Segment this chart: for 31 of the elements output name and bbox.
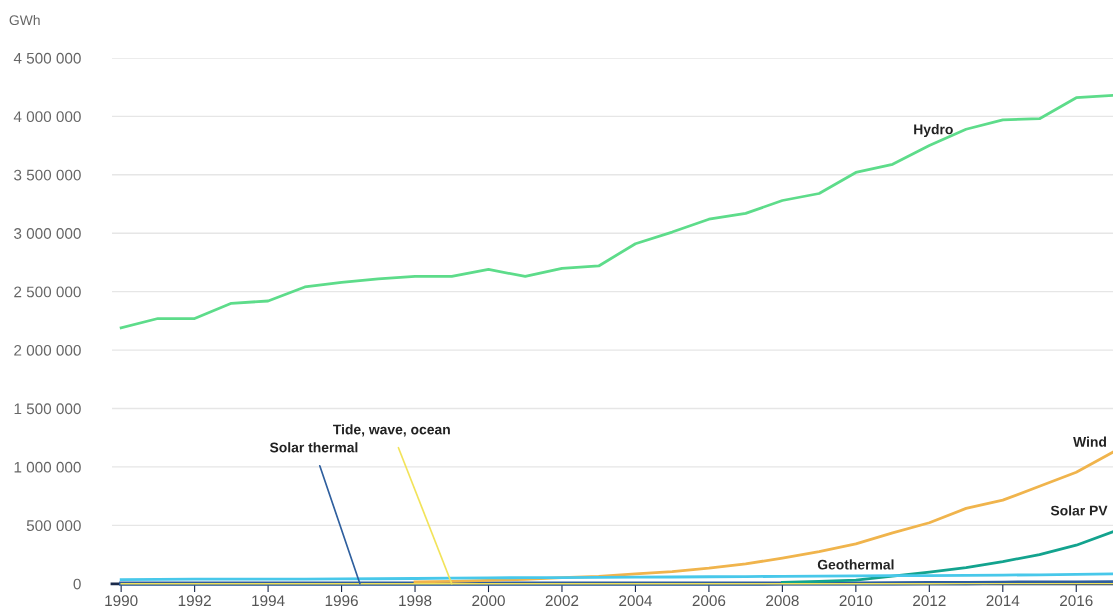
series-label: Hydro: [914, 124, 953, 138]
y-tick-label: 4 500 000: [13, 52, 81, 64]
y-tick-label: 4 000 000: [13, 111, 81, 123]
x-tick-label: 1994: [252, 595, 285, 607]
x-tick-label: 2004: [619, 595, 652, 607]
x-tick-label: 2000: [472, 595, 505, 607]
x-tick-label: 2016: [1060, 595, 1093, 607]
x-tick-label: 2010: [839, 595, 873, 607]
x-tick-label: 2008: [766, 595, 799, 607]
text: Solar thermal: [269, 442, 358, 453]
x-tick-label: 1998: [399, 595, 432, 607]
y-tick-label: 3 000 000: [14, 228, 81, 239]
text: Tide, wave, ocean: [333, 424, 450, 437]
y-tick-label: 500 000: [26, 520, 81, 532]
x-tick-label: 1992: [178, 595, 211, 607]
x-tick-label: 2006: [692, 595, 726, 607]
x-tick-label: 2002: [545, 595, 579, 607]
x-tick-label: 2014: [986, 595, 1020, 607]
series-label: Solar PV: [1050, 505, 1108, 516]
y-tick-label: 0: [73, 578, 81, 590]
y-tick-label: 1 500 000: [14, 403, 81, 415]
x-tick-label: 2012: [913, 595, 946, 607]
y-tick-label: 2 500 000: [14, 286, 81, 298]
y-tick-label: 3 500 000: [14, 169, 81, 181]
x-tick-label: 1990: [105, 595, 138, 607]
y-tick-label: 1 000 000: [14, 461, 81, 473]
series-label: Wind: [1073, 436, 1106, 447]
series-label: Geothermal: [817, 559, 894, 570]
y-axis-title: GWh: [9, 14, 40, 26]
y-tick-label: 2 000 000: [14, 344, 81, 356]
x-tick-label: 1996: [325, 595, 358, 607]
